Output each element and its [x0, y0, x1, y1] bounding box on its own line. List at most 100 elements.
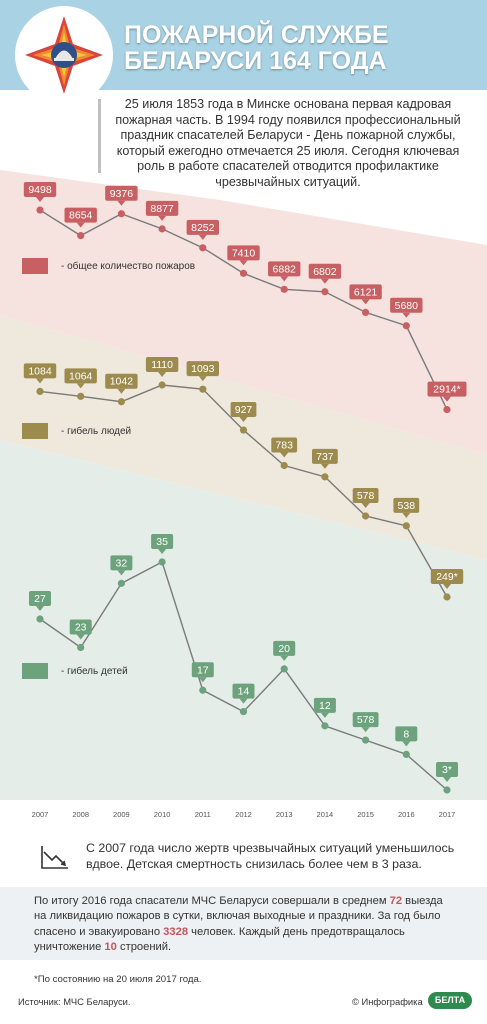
- fires-data-point: [36, 206, 44, 214]
- stats-part-2: выезда на ликвидацию пожаров в сутки, вк…: [34, 895, 443, 938]
- deaths-label-pointer: [320, 463, 329, 469]
- children-label-bubble: [151, 534, 174, 549]
- deaths-label-pointer: [239, 417, 248, 423]
- fires-data-label: 7410: [232, 247, 256, 259]
- fires-data-point: [239, 269, 248, 277]
- deaths-label-bubble: [186, 361, 219, 377]
- deaths-label-pointer: [117, 388, 126, 394]
- children-data-point: [402, 750, 410, 758]
- x-tick-label: 2014: [317, 810, 334, 819]
- fires-data-label: 6121: [354, 286, 378, 298]
- fires-label-bubble: [349, 284, 382, 300]
- fires-label-pointer: [36, 197, 44, 203]
- x-tick-label: 2013: [276, 810, 293, 819]
- fires-label-bubble: [308, 263, 342, 279]
- fires-label-pointer: [198, 234, 207, 240]
- deaths-data-point: [117, 398, 125, 406]
- children-label-pointer: [361, 727, 370, 733]
- deaths-data-point: [77, 392, 85, 400]
- fires-label-bubble: [23, 182, 57, 198]
- deaths-data-label: 737: [316, 451, 334, 463]
- fires-data-label: 8654: [69, 210, 93, 222]
- children-label-bubble: [395, 726, 418, 742]
- children-data-point: [158, 558, 166, 566]
- children-data-point: [280, 665, 288, 673]
- children-label-pointer: [76, 634, 85, 640]
- children-label-pointer: [117, 570, 126, 576]
- fires-data-point: [77, 232, 85, 240]
- fires-label-pointer: [280, 276, 289, 282]
- deaths-data-label: 1110: [151, 359, 173, 371]
- children-data-point: [117, 579, 125, 587]
- children-data-point: [443, 786, 451, 794]
- decline-trend-icon: [41, 846, 68, 869]
- children-data-point: [77, 643, 85, 652]
- x-tick-label: 2011: [195, 810, 211, 819]
- fires-label-pointer: [402, 312, 411, 318]
- children-data-label: 23: [75, 622, 87, 634]
- fires-label-pointer: [76, 222, 85, 228]
- deaths-label-pointer: [402, 512, 411, 518]
- children-data-label: 27: [34, 593, 46, 605]
- children-label-pointer: [198, 677, 207, 683]
- children-label-bubble: [273, 640, 296, 656]
- children-data-point: [321, 722, 329, 730]
- fires-data-label: 9376: [110, 188, 134, 200]
- legend-swatch-fires: [22, 258, 48, 274]
- source-text: Источник: МЧС Беларуси.: [18, 996, 131, 1007]
- fires-label-pointer: [239, 260, 248, 266]
- children-data-point: [36, 615, 44, 623]
- fires-label-pointer: [320, 278, 329, 284]
- children-label-bubble: [69, 619, 92, 635]
- deaths-data-label: 927: [235, 404, 253, 416]
- x-tick-label: 2007: [32, 810, 49, 819]
- x-tick-label: 2015: [357, 810, 374, 819]
- deaths-label-pointer: [443, 584, 451, 589]
- children-data-point: [199, 686, 207, 694]
- children-data-label: 14: [238, 686, 250, 698]
- children-data-label: 20: [278, 643, 290, 655]
- fires-data-point: [362, 308, 370, 316]
- fires-label-bubble: [268, 261, 301, 277]
- children-label-bubble: [352, 712, 379, 728]
- fires-data-label: 5680: [395, 300, 419, 312]
- children-data-point: [362, 736, 370, 744]
- deaths-data-point: [36, 387, 44, 396]
- deaths-label-pointer: [76, 383, 85, 389]
- children-label-pointer: [158, 549, 167, 554]
- children-label-bubble: [232, 683, 255, 699]
- summary-text: С 2007 года число жертв чрезвычайных сит…: [86, 841, 455, 871]
- fires-data-point: [321, 288, 329, 296]
- stats-part-1: По итогу 2016 года спасатели МЧС Беларус…: [34, 895, 390, 907]
- copyright-text: © Инфографика: [352, 996, 423, 1007]
- children-data-label: 12: [319, 700, 331, 712]
- deaths-label-bubble: [64, 368, 97, 384]
- deaths-data-point: [362, 512, 370, 520]
- deaths-label-bubble: [105, 373, 138, 389]
- deaths-label-bubble: [312, 448, 338, 464]
- fires-data-point: [443, 405, 451, 414]
- page-title-line-2: БЕЛАРУСИ 164 ГОДА: [124, 47, 387, 75]
- deaths-label-pointer: [158, 372, 167, 377]
- x-tick-label: 2008: [72, 810, 89, 819]
- children-label-pointer: [239, 698, 248, 704]
- deaths-label-pointer: [198, 376, 207, 382]
- stats-text: По итогу 2016 года спасатели МЧС Беларус…: [34, 894, 458, 956]
- stats-box: [0, 887, 487, 960]
- fires-label-bubble: [227, 245, 260, 261]
- intro-text: 25 июля 1853 года в Минске основана перв…: [115, 97, 461, 189]
- deaths-label-bubble: [271, 437, 298, 453]
- fires-data-label: 2914*: [433, 384, 460, 396]
- legend-label-children: - гибель детей: [61, 666, 128, 677]
- fires-data-label: 6882: [273, 263, 297, 275]
- fires-data-label: 8877: [150, 203, 174, 215]
- deaths-label-pointer: [361, 502, 370, 508]
- stats-part-3: человек. Каждый день предотвращалось уни…: [34, 925, 405, 954]
- x-tick-label: 2017: [439, 810, 456, 819]
- children-label-bubble: [29, 591, 51, 606]
- deaths-data-label: 249*: [436, 571, 458, 583]
- deaths-data-label: 1064: [69, 370, 93, 382]
- stats-rescued-count: 3328: [163, 925, 189, 938]
- deaths-data-point: [199, 385, 207, 393]
- children-data-label: 17: [197, 664, 209, 676]
